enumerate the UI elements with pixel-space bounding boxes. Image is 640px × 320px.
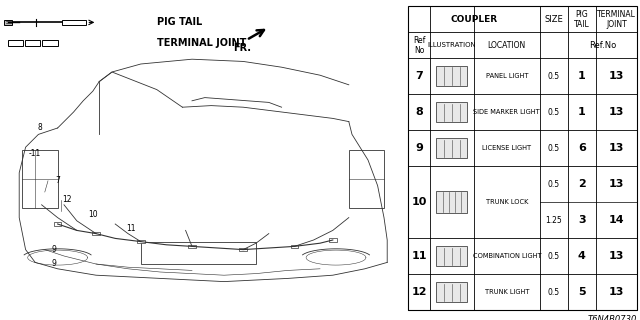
Text: COUPLER: COUPLER: [451, 15, 498, 24]
Text: 9: 9: [415, 143, 423, 153]
Text: T6N4B0730: T6N4B0730: [588, 315, 637, 320]
Bar: [436, 66, 467, 86]
Text: 14: 14: [609, 215, 625, 225]
Text: PANEL LIGHT: PANEL LIGHT: [486, 73, 528, 79]
Text: Ref.No: Ref.No: [589, 41, 616, 50]
Text: FR.: FR.: [234, 43, 252, 53]
Text: 5: 5: [578, 287, 586, 297]
Text: 0.5: 0.5: [548, 288, 560, 297]
Bar: [436, 138, 467, 158]
Text: 11: 11: [127, 224, 136, 233]
Text: PIG
TAIL: PIG TAIL: [574, 10, 589, 29]
Text: 10: 10: [412, 197, 427, 207]
Text: LICENSE LIGHT: LICENSE LIGHT: [483, 145, 531, 151]
Text: 0.5: 0.5: [548, 72, 560, 81]
Bar: [291, 245, 298, 248]
Text: 1: 1: [578, 107, 586, 117]
FancyBboxPatch shape: [4, 20, 12, 25]
Text: TRUNK LIGHT: TRUNK LIGHT: [484, 289, 529, 295]
Text: 1: 1: [578, 71, 586, 81]
Text: 12: 12: [63, 196, 72, 204]
Bar: [349, 150, 384, 208]
Text: 0.5: 0.5: [548, 108, 560, 117]
Bar: [141, 242, 256, 264]
Text: SIZE: SIZE: [545, 15, 563, 24]
Text: TERMINAL JOINT: TERMINAL JOINT: [157, 38, 246, 48]
Text: 6: 6: [578, 143, 586, 153]
Text: 13: 13: [609, 179, 625, 189]
Text: 1.25: 1.25: [545, 216, 562, 225]
Bar: [436, 246, 467, 266]
Text: COMBINATION LIGHT: COMBINATION LIGHT: [472, 253, 541, 259]
Text: 0.5: 0.5: [548, 180, 560, 189]
Bar: [408, 6, 637, 310]
Bar: [239, 248, 247, 251]
Bar: [329, 238, 337, 242]
Text: 7: 7: [55, 176, 60, 185]
Bar: [42, 40, 58, 46]
Text: Ref
No: Ref No: [413, 36, 426, 54]
Text: 0.5: 0.5: [548, 252, 560, 261]
Text: 12: 12: [412, 287, 427, 297]
Text: 9: 9: [52, 260, 57, 268]
Text: TRUNK LOCK: TRUNK LOCK: [486, 199, 528, 205]
Text: -11: -11: [29, 149, 42, 158]
Text: 0.5: 0.5: [548, 144, 560, 153]
Bar: [436, 102, 467, 122]
Text: 13: 13: [609, 251, 625, 261]
FancyBboxPatch shape: [62, 20, 86, 25]
Text: 13: 13: [609, 143, 625, 153]
Bar: [22, 150, 58, 208]
Text: 9: 9: [52, 245, 57, 254]
Text: 8: 8: [37, 124, 42, 132]
Text: 8: 8: [415, 107, 423, 117]
Text: TERMINAL
JOINT: TERMINAL JOINT: [597, 10, 636, 29]
Bar: [436, 283, 467, 302]
Text: 3: 3: [578, 215, 586, 225]
Bar: [8, 40, 23, 46]
Bar: [25, 40, 40, 46]
Text: 13: 13: [609, 71, 625, 81]
Bar: [436, 191, 467, 213]
Text: LOCATION: LOCATION: [488, 41, 526, 50]
Text: ILLUSTRATION: ILLUSTRATION: [428, 42, 476, 48]
Text: 7: 7: [415, 71, 423, 81]
Bar: [54, 222, 61, 226]
Text: 4: 4: [578, 251, 586, 261]
Text: SIDE MARKER LIGHT: SIDE MARKER LIGHT: [474, 109, 540, 115]
Bar: [188, 245, 196, 248]
Text: 13: 13: [609, 287, 625, 297]
Bar: [137, 240, 145, 243]
Text: 13: 13: [609, 107, 625, 117]
Text: 2: 2: [578, 179, 586, 189]
Text: PIG TAIL: PIG TAIL: [157, 17, 202, 28]
Bar: [92, 232, 100, 235]
Text: 10: 10: [88, 210, 98, 219]
Text: 11: 11: [412, 251, 427, 261]
